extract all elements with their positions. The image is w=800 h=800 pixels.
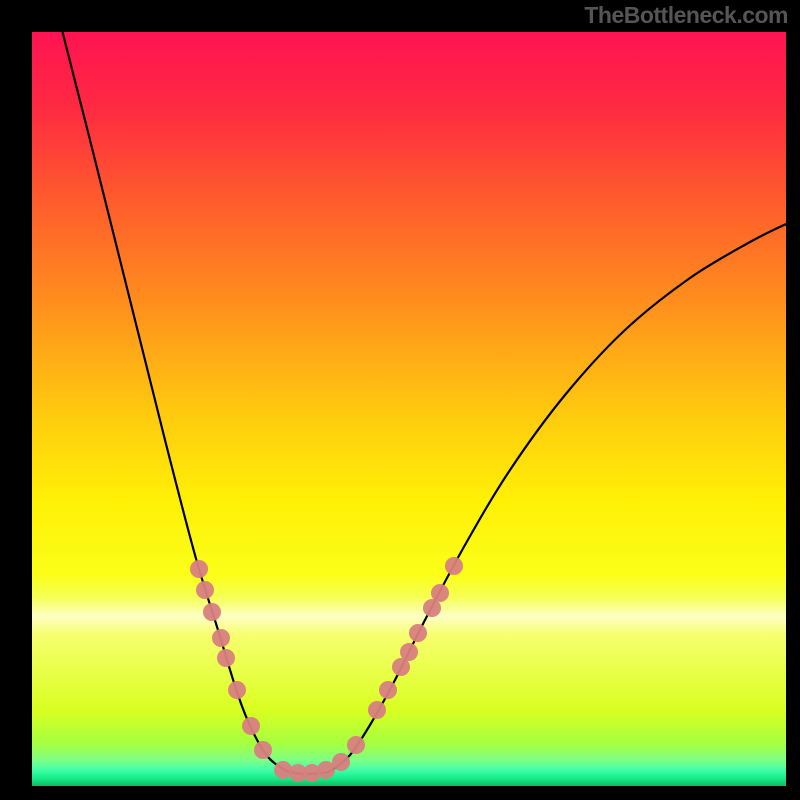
data-marker [379, 681, 397, 699]
data-marker [190, 560, 208, 578]
data-marker [431, 584, 449, 602]
data-marker [196, 581, 214, 599]
data-marker [274, 761, 292, 779]
data-marker [400, 643, 418, 661]
data-marker [347, 736, 365, 754]
data-marker [332, 753, 350, 771]
data-marker [203, 603, 221, 621]
data-marker [212, 629, 230, 647]
data-marker [409, 624, 427, 642]
data-marker [217, 649, 235, 667]
data-marker [242, 717, 260, 735]
data-marker [254, 741, 272, 759]
data-marker [228, 681, 246, 699]
data-marker [445, 557, 463, 575]
chart-container: TheBottleneck.com [0, 0, 800, 800]
plot-background [32, 32, 786, 786]
watermark-text: TheBottleneck.com [584, 2, 788, 29]
data-marker [368, 701, 386, 719]
chart-svg [0, 0, 800, 800]
